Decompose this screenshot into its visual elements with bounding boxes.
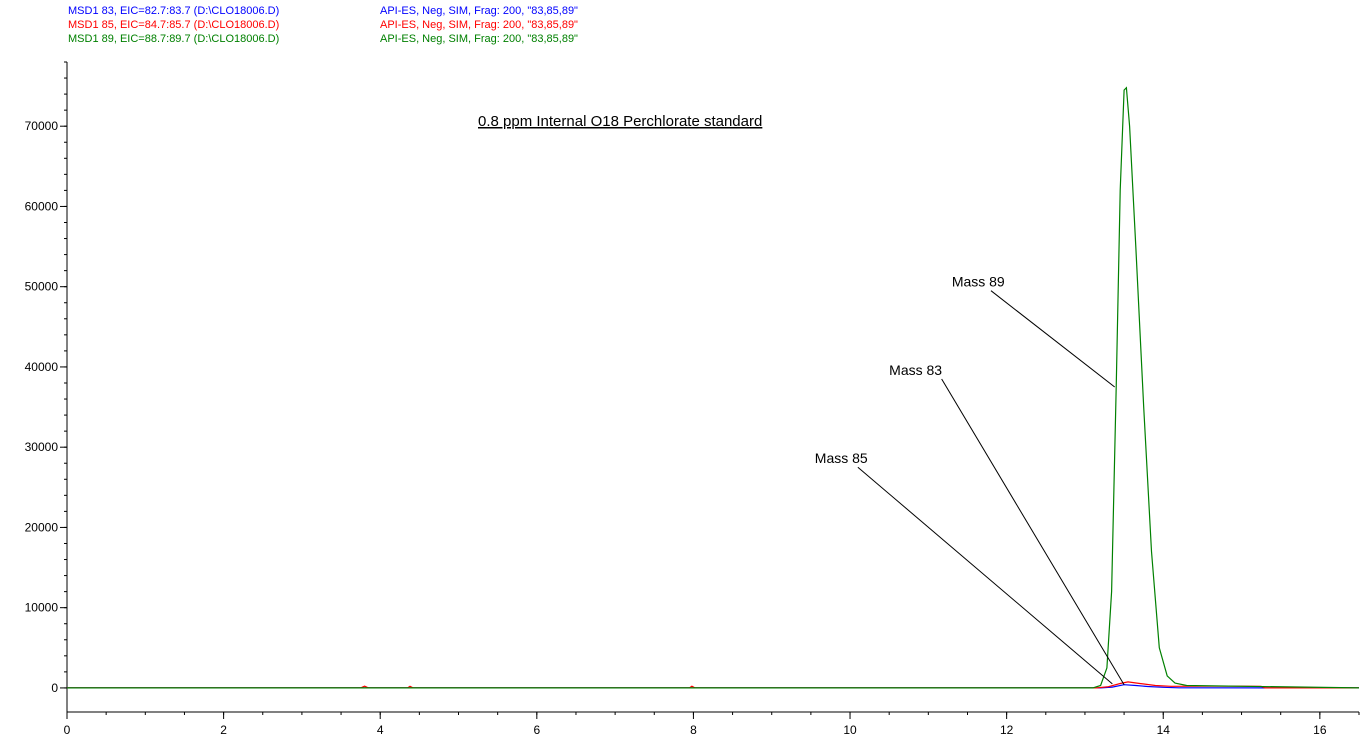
x-tick-label: 14 [1157, 723, 1171, 737]
legend-row-mass-85: MSD1 85, EIC=84.7:85.7 (D:\CLO18006.D) A… [68, 18, 578, 32]
y-tick-label: 30000 [25, 440, 59, 454]
annotation-label: Mass 85 [815, 450, 868, 466]
y-tick-label: 60000 [25, 199, 59, 213]
legend-row-mass-83: MSD1 83, EIC=82.7:83.7 (D:\CLO18006.D) A… [68, 4, 578, 18]
legend-row-mass-89: MSD1 89, EIC=88.7:89.7 (D:\CLO18006.D) A… [68, 32, 578, 46]
legend-series-name: MSD1 83, EIC=82.7:83.7 (D:\CLO18006.D) [68, 5, 280, 17]
legend-series-name: MSD1 89, EIC=88.7:89.7 (D:\CLO18006.D) [68, 33, 280, 45]
axes: 0 2 4 6 8 10 12 14 16 0 10000 20000 30000 40000 50000 6… [25, 61, 1360, 737]
y-tick-label: 70000 [25, 119, 59, 133]
legend: MSD1 83, EIC=82.7:83.7 (D:\CLO18006.D) A… [68, 4, 578, 46]
y-tick-label: 20000 [25, 520, 59, 534]
x-tick-label: 4 [377, 723, 384, 737]
y-tick-label: 50000 [25, 280, 59, 294]
x-tick-label: 10 [843, 723, 857, 737]
annotation-label: Mass 83 [889, 362, 942, 378]
annotation-label: Mass 89 [952, 274, 1005, 290]
annotation-leader-0 [990, 290, 1116, 388]
series-lines [67, 86, 1360, 689]
legend-series-detail: API-ES, Neg, SIM, Frag: 200, "83,85,89" [380, 5, 578, 17]
annotation-leader-1 [941, 378, 1125, 685]
annotations: Mass 89 Mass 83 Mass 85 [815, 274, 1125, 685]
y-tick-label: 40000 [25, 360, 59, 374]
x-tick-label: 6 [533, 723, 540, 737]
legend-series-name: MSD1 85, EIC=84.7:85.7 (D:\CLO18006.D) [68, 19, 280, 31]
legend-series-detail: API-ES, Neg, SIM, Frag: 200, "83,85,89" [380, 19, 578, 31]
annotation-leader-2 [857, 466, 1113, 685]
legend-series-detail: API-ES, Neg, SIM, Frag: 200, "83,85,89" [380, 33, 578, 45]
x-tick-label: 0 [64, 723, 71, 737]
x-tick-label: 12 [1000, 723, 1014, 737]
chart-title: 0.8 ppm Internal O18 Perchlorate standar… [478, 113, 762, 130]
y-tick-label: 0 [51, 681, 58, 695]
y-tick-label: 10000 [25, 601, 59, 615]
x-tick-label: 8 [690, 723, 697, 737]
series-line-2 [67, 86, 1360, 689]
x-tick-label: 2 [220, 723, 227, 737]
x-tick-label: 16 [1313, 723, 1327, 737]
